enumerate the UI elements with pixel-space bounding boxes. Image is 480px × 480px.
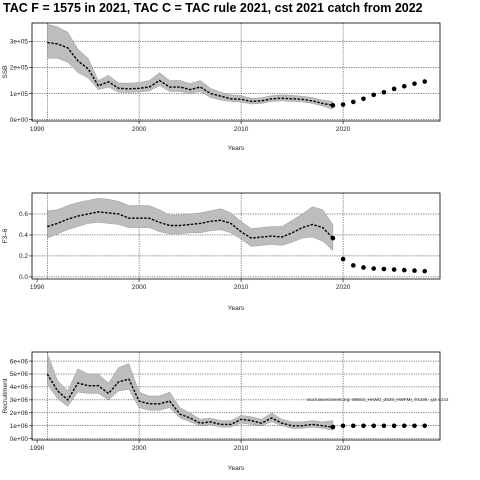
y-axis-title: F3–6	[2, 228, 9, 243]
projection-point	[351, 423, 356, 429]
x-axis-title: Years	[228, 305, 245, 312]
page-title: TAC F = 1575 in 2021, TAC C = TAC rule 2…	[3, 1, 423, 15]
projection-point	[361, 96, 366, 102]
projection-point	[422, 79, 428, 84]
projection-point	[412, 423, 417, 429]
plot-frame	[31, 351, 441, 441]
x-tick-label: 1990	[30, 126, 45, 133]
projection-point	[402, 83, 407, 89]
projection-point	[330, 235, 336, 241]
estimate-line	[47, 41, 334, 107]
projection-point	[371, 423, 377, 429]
projection-point	[422, 423, 428, 429]
x-tick-label: 2020	[336, 126, 351, 133]
projection-point	[391, 423, 397, 429]
projection-point	[351, 99, 356, 105]
projection-point	[340, 256, 346, 262]
projection-point	[361, 423, 366, 429]
projection-point	[330, 103, 336, 108]
y-axis-title: SSB	[2, 65, 9, 78]
y-tick-label: 0.2	[19, 253, 28, 260]
y-tick-label: 2e+05	[10, 65, 29, 72]
estimate-line	[46, 373, 333, 428]
y-tick-label: 0.0	[19, 274, 28, 281]
chart-panel-3: 1990 2000 2010 2020 0e+00 1e+06 2e+06 3e+06 4e+0…	[2, 351, 449, 472]
y-tick-label: 2e+06	[10, 410, 29, 417]
estimate-line	[47, 211, 334, 239]
x-tick-label: 2000	[132, 284, 147, 291]
y-tick-label: 4e+06	[10, 384, 29, 391]
y-tick-label: 0e+00	[10, 117, 29, 124]
y-axis-title: Recruitment	[2, 378, 9, 413]
projection-point	[391, 267, 397, 272]
x-tick-label: 2020	[336, 284, 351, 291]
projection-point	[391, 86, 397, 92]
plot-frame	[31, 22, 441, 122]
confidence-band	[47, 353, 334, 431]
projection-point	[381, 266, 387, 272]
projection-point	[402, 267, 407, 273]
x-tick-label: 1990	[30, 445, 45, 452]
projection-point	[371, 92, 377, 98]
confidence-band	[47, 24, 334, 110]
y-tick-label: 3e+05	[10, 38, 29, 45]
x-tick-label: 2000	[132, 445, 147, 452]
projection-point	[351, 263, 356, 268]
projection-point	[371, 266, 377, 271]
confidence-band	[47, 198, 334, 252]
projection-point	[381, 89, 387, 95]
x-axis-title: Years	[228, 465, 245, 472]
y-tick-label: 0e+00	[10, 436, 29, 443]
x-tick-label: 2010	[234, 284, 249, 291]
projection-point	[381, 423, 387, 429]
x-tick-label: 2010	[234, 126, 249, 133]
y-tick-label: 3e+06	[10, 397, 29, 404]
projection-point	[361, 265, 366, 270]
projection-point	[340, 102, 346, 107]
assessment-annotation: stockassessment.org: WBSS_HAWG_2020_HWFM…	[307, 397, 449, 402]
y-tick-label: 6e+06	[10, 358, 29, 365]
y-tick-label: 1e+05	[10, 91, 29, 98]
y-tick-label: 5e+06	[10, 371, 29, 378]
y-tick-label: 0.6	[19, 211, 28, 218]
projection-point	[412, 81, 417, 86]
projection-point	[402, 423, 407, 429]
y-tick-label: 0.4	[19, 232, 28, 239]
y-tick-label: 1e+06	[10, 423, 29, 430]
x-tick-label: 1990	[30, 284, 45, 291]
projection-point	[422, 268, 428, 274]
x-tick-label: 2000	[132, 126, 147, 133]
projection-point	[412, 268, 417, 273]
chart-panel-2: 1990 2000 2010 2020 0.0 0.2 0.4 0.6 Years F3–6	[2, 192, 441, 312]
projection-point	[340, 423, 346, 429]
x-tick-label: 2010	[234, 445, 249, 452]
x-tick-label: 2020	[336, 445, 351, 452]
chart-panel-1: 1990 2000 2010 2020 0e+00 1e+05 2e+05 3e+05 Year…	[2, 22, 441, 152]
x-axis-title: Years	[228, 145, 245, 152]
plot-frame	[31, 192, 441, 280]
projection-point	[330, 424, 336, 430]
